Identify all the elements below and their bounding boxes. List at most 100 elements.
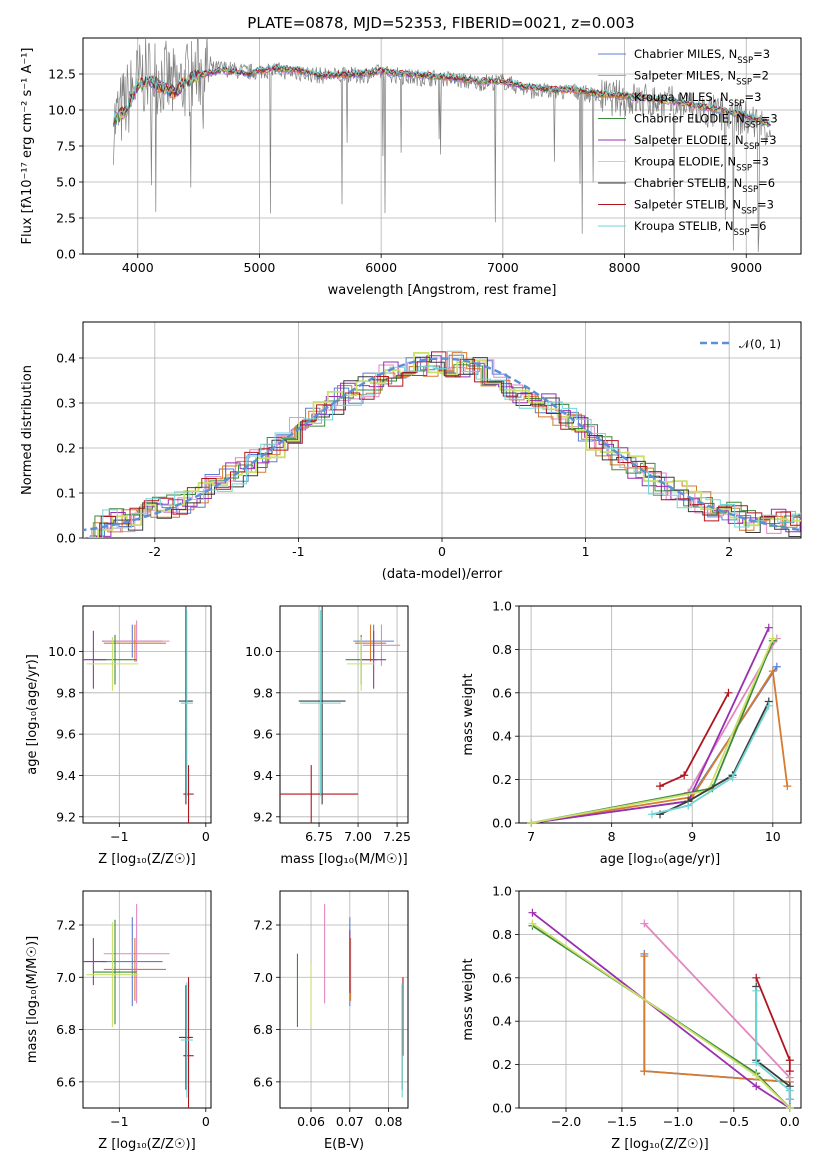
weight-marker xyxy=(764,623,773,632)
spectrum-ytick-label: 10.0 xyxy=(48,103,76,118)
weight-vs-Z-axes: −2.0 −1.5 −1.0 −0.5 0.0 0.0 0.2 0.4 0.6 0.8 1.0 Z [… xyxy=(461,884,802,1152)
age-vs-mass-ytick-label: 9.6 xyxy=(253,727,273,742)
weight-marker xyxy=(768,667,777,676)
spectrum-axes: 4000 5000 6000 7000 8000 9000 0.0 2.5 5.0 7.5 10.0… xyxy=(20,37,802,298)
age-vs-mass-xtick-label: 7.00 xyxy=(344,829,372,844)
spectrum-xtick-label: 9000 xyxy=(730,260,762,275)
mass-vs-ebv-ytick-label: 6.8 xyxy=(253,1022,273,1037)
residuals-frame xyxy=(82,321,802,539)
weight-vs-age-ylabel: mass weight xyxy=(461,673,476,755)
spectrum-model-line xyxy=(112,64,771,125)
weight-vs-age-xlabel: age [log₁₀(age/yr)] xyxy=(600,852,721,867)
weight-marker xyxy=(528,908,537,917)
weight-line xyxy=(755,990,791,1100)
weight-marker xyxy=(768,634,777,643)
age-vs-Z-ylabel: age [log₁₀(age/yr)] xyxy=(25,654,40,775)
age-vs-Z-axes: −1 0 9.2 9.4 9.6 9.8 10.0 Z [log₁₀(Z/Z☉)] age [l… xyxy=(25,605,212,867)
weight-marker xyxy=(656,782,664,791)
legend-entry: Kroupa MILES, NSSP=3 xyxy=(634,90,761,109)
weight-vs-age-xtick-label: 10 xyxy=(765,829,781,844)
weight-vs-age-plot-area xyxy=(527,623,792,827)
spectrum-legend: Chabrier MILES, NSSP=3 Salpeter MILES, NS… xyxy=(598,47,778,238)
age-vs-Z-xtick-label: 0 xyxy=(202,829,210,844)
spectrum-xtick-label: 4000 xyxy=(122,260,154,275)
residual-histogram xyxy=(86,351,801,538)
weight-marker xyxy=(752,973,761,982)
legend-entry: Chabrier MILES, NSSP=3 xyxy=(634,47,770,66)
age-vs-mass-ytick-label: 9.4 xyxy=(253,768,273,783)
weight-vs-Z-xtick-label: 0.0 xyxy=(780,1114,800,1129)
mass-vs-Z-ytick-label: 6.8 xyxy=(56,1022,76,1037)
residuals-xtick-label: -2 xyxy=(149,544,161,559)
weight-marker xyxy=(527,819,536,827)
weight-vs-Z-xlabel: Z [log₁₀(Z/Z☉)] xyxy=(611,1137,708,1152)
weight-marker xyxy=(640,952,649,961)
weight-marker xyxy=(785,1104,794,1112)
weight-vs-age-ytick-label: 0.8 xyxy=(492,642,512,657)
spectrum-xtick-label: 6000 xyxy=(365,260,397,275)
weight-marker xyxy=(752,1082,761,1091)
weight-vs-age-ytick-label: 0.6 xyxy=(492,685,512,700)
age-vs-mass-plot-area xyxy=(280,606,401,823)
weight-vs-Z-ytick-label: 0.4 xyxy=(492,1014,512,1029)
residual-histogram xyxy=(83,352,801,538)
weight-vs-Z-plot-area xyxy=(528,908,794,1112)
weight-vs-Z-ytick-label: 1.0 xyxy=(492,884,512,899)
weight-vs-Z-xtick-label: −1.0 xyxy=(663,1114,693,1129)
mass-vs-Z-frame xyxy=(82,890,212,1109)
residuals-xtick-label: -1 xyxy=(292,544,304,559)
weight-vs-Z-ytick-label: 0.6 xyxy=(492,970,512,985)
mass-vs-Z-xtick-label: −1 xyxy=(110,1114,128,1129)
age-vs-Z-frame xyxy=(82,605,212,824)
age-vs-mass-xtick-label: 6.75 xyxy=(305,829,333,844)
weight-vs-Z-ytick-label: 0.2 xyxy=(492,1057,512,1072)
weight-marker xyxy=(785,1067,794,1076)
legend-entry: Chabrier ELODIE, NSSP=3 xyxy=(634,112,778,131)
age-vs-Z-xlabel: Z [log₁₀(Z/Z☉)] xyxy=(98,852,195,867)
residuals-ytick-label: 0.0 xyxy=(56,531,76,546)
mass-vs-ebv-xtick-label: 0.07 xyxy=(336,1114,364,1129)
residuals-ytick-label: 0.2 xyxy=(56,441,76,456)
weight-marker xyxy=(764,701,773,710)
weight-vs-age-ytick-label: 0.0 xyxy=(492,816,512,831)
legend-entry: 𝒩(0, 1) xyxy=(739,337,781,351)
residuals-ylabel: Normed distribution xyxy=(20,365,35,495)
age-vs-Z-ytick-label: 9.6 xyxy=(56,727,76,742)
residuals-xtick-label: 2 xyxy=(725,544,733,559)
spectrum-ytick-label: 7.5 xyxy=(56,139,76,154)
weight-marker xyxy=(752,1071,761,1080)
spectrum-plot-area xyxy=(112,38,771,253)
mass-vs-Z-axes: −1 0 6.6 6.8 7.0 7.2 Z [log₁₀(Z/Z☉)] mass [log₁… xyxy=(25,890,212,1152)
legend-entry: Kroupa ELODIE, NSSP=3 xyxy=(634,155,769,174)
weight-marker xyxy=(785,1056,794,1065)
residuals-ytick-label: 0.3 xyxy=(56,396,76,411)
age-vs-mass-ytick-label: 10.0 xyxy=(245,644,273,659)
weight-marker xyxy=(640,1067,649,1076)
weight-vs-Z-xtick-label: −0.5 xyxy=(719,1114,749,1129)
legend-entry: Salpeter ELODIE, NSSP=3 xyxy=(634,133,777,152)
weight-vs-Z-xtick-label: −2.0 xyxy=(551,1114,581,1129)
weight-line xyxy=(659,701,770,816)
residual-histogram xyxy=(85,356,801,538)
normal-curve xyxy=(83,357,801,532)
weight-vs-age-ytick-label: 0.2 xyxy=(492,772,512,787)
mass-vs-ebv-xlabel: E(B-V) xyxy=(324,1137,364,1152)
weight-vs-age-ytick-label: 0.4 xyxy=(492,729,512,744)
mass-vs-ebv-xtick-label: 0.08 xyxy=(375,1114,403,1129)
age-vs-mass-frame xyxy=(279,605,409,824)
spectrum-ytick-label: 2.5 xyxy=(56,211,76,226)
mass-vs-Z-plot-area xyxy=(83,904,194,1108)
spectrum-xtick-label: 5000 xyxy=(244,260,276,275)
weight-vs-Z-frame xyxy=(518,890,802,1109)
spectrum-ytick-label: 0.0 xyxy=(56,247,76,262)
weight-marker xyxy=(785,1086,794,1095)
residuals-legend: 𝒩(0, 1) xyxy=(700,337,781,351)
legend-entry: Salpeter STELIB, NSSP=3 xyxy=(634,198,774,217)
age-vs-Z-xtick-label: −1 xyxy=(110,829,128,844)
mass-vs-ebv-frame xyxy=(279,890,409,1109)
age-vs-mass-ytick-label: 9.8 xyxy=(253,685,273,700)
spectrum-xtick-label: 8000 xyxy=(609,260,641,275)
age-vs-Z-plot-area xyxy=(83,606,194,823)
mass-vs-Z-ylabel: mass [log₁₀(M/M☉)] xyxy=(25,936,40,1063)
mass-vs-ebv-ytick-label: 7.0 xyxy=(253,970,273,985)
